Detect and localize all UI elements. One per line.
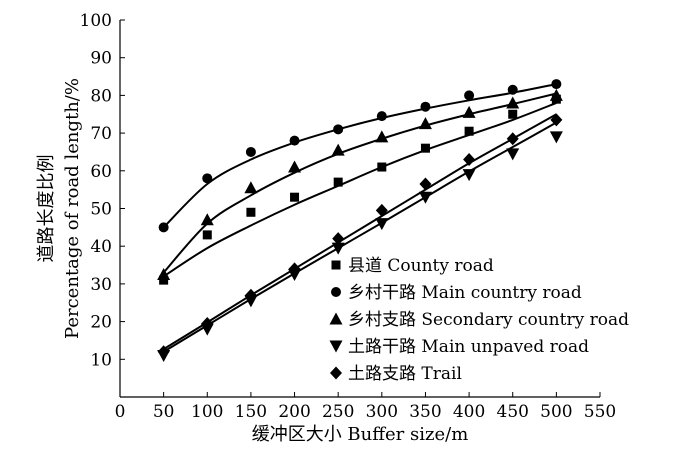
y-tick-label: 30 (90, 275, 112, 295)
x-tick-label: 0 (115, 402, 126, 422)
point-main-country-road (289, 135, 300, 146)
y-tick-label: 20 (90, 313, 112, 333)
point-main-unpaved-road (418, 191, 432, 204)
fit-curve-secondary-country-road (162, 92, 557, 274)
fit-curve-trail (163, 113, 557, 350)
point-main-country-road (245, 146, 256, 157)
point-main-country-road (464, 90, 475, 101)
point-trail (288, 262, 301, 276)
point-secondary-country-road (418, 117, 432, 130)
legend-marker-main-unpaved-road (329, 340, 343, 353)
point-trail (157, 345, 170, 359)
fit-curve-county-road (163, 102, 557, 278)
legend-marker-county-road (331, 260, 341, 270)
x-tick-label: 150 (235, 402, 267, 422)
y-tick-label: 90 (90, 49, 112, 69)
y-tick-label: 80 (90, 86, 112, 106)
point-county-road (202, 230, 212, 240)
x-tick-label: 250 (322, 402, 354, 422)
point-secondary-country-road (288, 160, 302, 173)
x-tick-label: 200 (278, 402, 310, 422)
point-main-unpaved-road (331, 242, 345, 255)
x-tick-label: 450 (497, 402, 529, 422)
x-tick-label: 300 (366, 402, 398, 422)
point-main-unpaved-road (506, 148, 520, 161)
x-tick-label: 550 (584, 402, 616, 422)
point-secondary-country-road (375, 130, 389, 143)
point-county-road (333, 177, 343, 187)
point-county-road (464, 126, 474, 136)
y-axis-title-en: Percentage of road length/% (62, 78, 83, 339)
point-county-road (508, 109, 518, 119)
legend-marker-secondary-country-road (329, 312, 343, 325)
point-trail (244, 288, 257, 302)
legend-label-county-road: 县道 County road (348, 256, 494, 276)
y-tick-label: 10 (90, 350, 112, 370)
y-axis-title-zh: 道路长度比例 (36, 155, 57, 263)
y-tick-label: 60 (90, 162, 112, 182)
y-tick-label: 70 (90, 124, 112, 144)
point-secondary-country-road (157, 267, 171, 280)
point-county-road (246, 207, 256, 217)
fit-curve-main-country-road (162, 83, 557, 229)
point-trail (419, 177, 432, 191)
point-main-country-road (202, 173, 213, 184)
y-tick-label: 50 (90, 200, 112, 220)
x-tick-label: 400 (453, 402, 485, 422)
x-tick-label: 50 (153, 402, 175, 422)
point-secondary-country-road (200, 213, 214, 226)
fit-curve-main-unpaved-road (163, 121, 557, 353)
point-trail (506, 132, 519, 146)
point-secondary-country-road (506, 96, 520, 109)
point-trail (463, 152, 476, 166)
legend-marker-trail (330, 366, 342, 380)
point-secondary-country-road (331, 143, 345, 156)
y-tick-label: 40 (90, 237, 112, 257)
point-main-country-road (158, 222, 169, 233)
point-county-road (377, 162, 387, 172)
legend-label-main-country-road: 乡村干路 Main country road (348, 283, 582, 303)
x-tick-label: 350 (409, 402, 441, 422)
point-main-country-road (420, 101, 431, 112)
point-secondary-country-road (462, 105, 476, 118)
point-county-road (159, 275, 169, 285)
point-trail (201, 316, 214, 330)
legend-label-trail: 土路支路 Trail (348, 364, 462, 384)
point-main-country-road (507, 84, 518, 95)
point-main-country-road (376, 111, 387, 122)
point-main-country-road (551, 79, 562, 90)
legend-label-secondary-country-road: 乡村支路 Secondary country road (348, 310, 629, 330)
point-secondary-country-road (244, 181, 258, 194)
point-trail (332, 232, 345, 246)
legend-label-main-unpaved-road: 土路干路 Main unpaved road (348, 337, 589, 357)
point-trail (550, 113, 563, 127)
point-county-road (420, 143, 430, 153)
x-tick-label: 500 (540, 402, 572, 422)
point-county-road (290, 192, 300, 202)
y-tick-label: 100 (80, 11, 112, 31)
legend-marker-main-country-road (331, 287, 341, 297)
point-secondary-country-road (549, 88, 563, 101)
point-main-unpaved-road (375, 218, 389, 231)
point-main-unpaved-road (549, 131, 563, 144)
point-trail (375, 203, 388, 217)
point-main-country-road (333, 124, 344, 135)
x-tick-label: 100 (191, 402, 223, 422)
x-axis-title: 缓冲区大小 Buffer size/m (252, 424, 469, 445)
point-main-unpaved-road (462, 169, 476, 182)
